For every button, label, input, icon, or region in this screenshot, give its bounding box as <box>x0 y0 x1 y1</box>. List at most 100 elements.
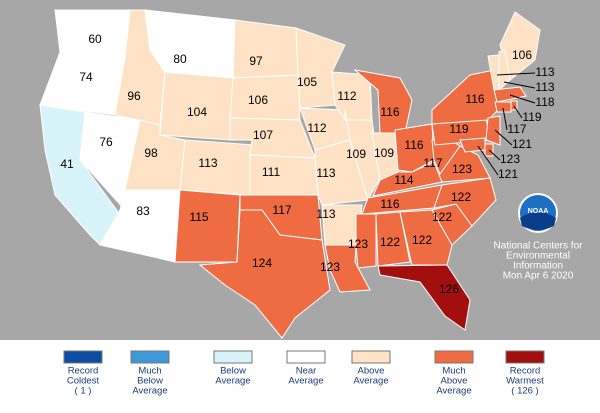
state <box>399 209 453 266</box>
state-rank: 106 <box>512 48 532 62</box>
state-rank: 122 <box>380 235 400 249</box>
state-rank: 113 <box>535 80 554 94</box>
state-rank: 115 <box>189 210 208 224</box>
legend-label: Average <box>436 386 471 397</box>
state <box>493 86 527 103</box>
legend-swatch <box>130 350 170 364</box>
state <box>498 49 511 92</box>
legend-label: Warmest <box>506 376 544 387</box>
state-rank: 123 <box>348 237 368 251</box>
state <box>494 101 512 113</box>
legend-label: Coldest <box>67 376 100 387</box>
state <box>249 154 319 196</box>
leader-line <box>502 107 508 131</box>
state <box>174 189 241 263</box>
state <box>394 123 435 173</box>
state <box>375 211 411 267</box>
credit-text: Mon Apr 6 2020 <box>503 271 574 282</box>
state-rank: 123 <box>452 162 472 176</box>
state-rank: 109 <box>346 147 366 161</box>
leader-line <box>503 81 536 89</box>
state <box>433 177 497 227</box>
legend-label: Above <box>441 376 468 387</box>
state-rank: 112 <box>337 89 356 103</box>
state-rank: 116 <box>465 92 484 106</box>
state <box>355 213 377 269</box>
state-rank: 124 <box>252 256 272 270</box>
state-rank: 96 <box>127 89 141 103</box>
legend-label: Below <box>137 376 163 387</box>
legend-label: Average <box>353 376 388 387</box>
state-rank: 116 <box>404 138 423 152</box>
credit: NOAA <box>518 193 558 233</box>
legend-swatch <box>434 350 474 364</box>
state <box>459 137 486 153</box>
credit-text: Information <box>513 261 563 272</box>
state <box>377 264 471 331</box>
state-rank: 122 <box>432 210 452 224</box>
legend-label: Average <box>132 386 167 397</box>
labels: 6074417696801049883113115971061071111171… <box>60 32 555 296</box>
legend-swatch <box>286 350 326 364</box>
state-rank: 80 <box>173 52 187 66</box>
state-rank: 113 <box>316 166 335 180</box>
legend-label: Average <box>288 376 323 387</box>
state-rank: 114 <box>394 173 413 187</box>
state-rank: 107 <box>253 128 273 142</box>
logo-wave <box>520 212 556 230</box>
state-rank: 113 <box>198 156 217 170</box>
state-rank: 116 <box>380 105 399 119</box>
state-rank: 119 <box>522 110 541 124</box>
state-rank: 119 <box>449 122 468 136</box>
state-rank: 121 <box>498 167 518 181</box>
state-rank: 126 <box>439 282 459 296</box>
state-rank: 111 <box>262 165 281 179</box>
legend-label: Record <box>510 366 541 377</box>
state-rank: 121 <box>512 137 532 151</box>
state-rank: 117 <box>272 203 291 217</box>
legend-label: Record <box>68 366 99 377</box>
state-rank: 117 <box>507 122 526 136</box>
state-rank: 105 <box>297 75 317 89</box>
state-rank: 113 <box>535 65 554 79</box>
legend-label: Below <box>220 366 246 377</box>
state-rank: 60 <box>88 32 102 46</box>
leader-line <box>509 94 536 104</box>
state-rank: 97 <box>249 54 263 68</box>
state-rank: 112 <box>307 121 326 135</box>
legend-label: Near <box>296 366 317 377</box>
legend-label: Much <box>138 366 161 377</box>
legend-swatch <box>63 350 103 364</box>
states <box>39 9 541 339</box>
legend-swatch <box>351 350 391 364</box>
state-rank: 83 <box>136 204 150 218</box>
leader-line <box>496 72 536 76</box>
logo-text: NOAA <box>528 208 549 215</box>
leader-line <box>513 105 523 119</box>
state-rank: 123 <box>500 152 520 166</box>
credit-text: Environmental <box>506 251 570 262</box>
legend-label: Much <box>442 366 465 377</box>
state-rank: 76 <box>99 135 113 149</box>
state-rank: 98 <box>144 146 158 160</box>
state-rank: 106 <box>248 93 268 107</box>
state-rank: 122 <box>412 233 432 247</box>
leader-line <box>494 129 513 146</box>
state <box>485 115 501 146</box>
state-rank: 109 <box>374 146 394 160</box>
legend-swatch <box>505 350 545 364</box>
state <box>198 209 331 339</box>
legend-label: ( 126 ) <box>511 386 538 397</box>
legend-label: Average <box>215 376 250 387</box>
state-rank: 118 <box>535 95 554 109</box>
state-rank: 122 <box>451 190 471 204</box>
credit-text: National Centers for <box>494 241 584 252</box>
legend-label: Above <box>358 366 385 377</box>
leader-line <box>488 149 501 161</box>
state-rank: 104 <box>187 105 207 119</box>
state-rank: 74 <box>79 70 93 84</box>
leader-line <box>477 145 499 176</box>
legend-label: ( 1 ) <box>75 386 92 397</box>
